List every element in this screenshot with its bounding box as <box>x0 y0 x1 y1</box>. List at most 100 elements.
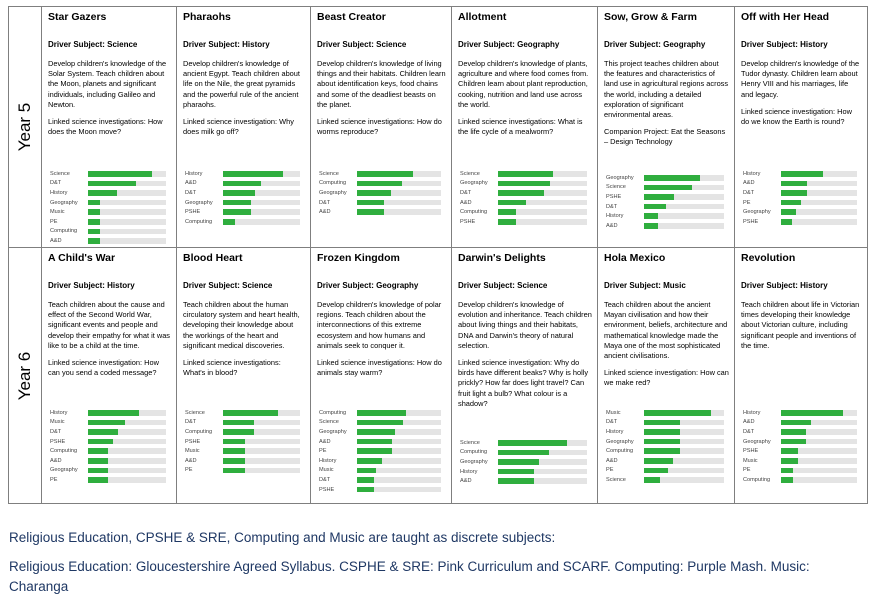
subject-bar-row: D&T <box>50 179 166 189</box>
subject-label: Music <box>50 209 65 216</box>
bar-fill <box>644 213 659 219</box>
subject-bar-row: Computing <box>185 217 300 227</box>
subject-label: Geography <box>460 180 488 187</box>
footer-line-2: Religious Education: Gloucestershire Agr… <box>9 559 810 594</box>
bar-track <box>498 449 587 456</box>
subject-bar-chart: Geography Science PSHE D&T History A&D <box>606 173 724 231</box>
subject-label: A&D <box>50 457 62 464</box>
subject-label: A&D <box>185 180 197 187</box>
bar-fill <box>88 171 152 177</box>
subject-bar-row: Computing <box>460 448 587 458</box>
subject-label: PSHE <box>50 438 66 445</box>
bar-track <box>88 199 166 206</box>
bar-fill <box>88 238 101 244</box>
bar-track <box>498 209 587 215</box>
driver-subject: Driver Subject: Science <box>48 40 138 49</box>
driver-subject: Driver Subject: History <box>48 281 135 290</box>
project-title: Blood Heart <box>183 252 243 264</box>
bar-track <box>223 429 300 435</box>
linked-investigation: Linked science investigation: Why do bir… <box>458 358 589 408</box>
bar-fill <box>223 438 246 445</box>
subject-label: Science <box>606 184 626 191</box>
bar-track <box>644 467 724 474</box>
subject-label: D&T <box>319 199 331 206</box>
subject-bar-row: PSHE <box>460 217 587 227</box>
subject-label: PE <box>185 467 193 474</box>
subject-bar-row: Music <box>743 456 857 466</box>
year-6-row: Year 6 A Child's War Driver Subject: Hist… <box>9 248 867 503</box>
subject-label: PSHE <box>743 448 759 455</box>
bar-track <box>223 180 300 187</box>
subject-bar-row: PE <box>50 475 166 485</box>
bar-fill <box>88 199 101 206</box>
linked-investigation: Linked science investigations: How do wo… <box>317 117 442 137</box>
subject-bar-row: Computing <box>50 227 166 237</box>
companion-project: Companion Project: Eat the Seasons – Des… <box>604 127 726 147</box>
bar-track <box>88 448 166 454</box>
bar-track <box>88 171 166 177</box>
project-description: Teach children about the cause and effec… <box>48 300 171 350</box>
subject-label: D&T <box>460 189 472 196</box>
bar-fill <box>357 438 393 445</box>
bar-track <box>88 429 166 435</box>
bar-track <box>781 429 857 435</box>
subject-bar-row: Geography <box>460 457 587 467</box>
subject-label: Computing <box>185 428 213 435</box>
subject-bar-row: Science <box>319 418 441 428</box>
subject-label: Geography <box>606 438 634 445</box>
bar-fill <box>781 458 799 464</box>
bar-track <box>781 219 857 225</box>
subject-label: History <box>743 170 761 177</box>
subject-label: Geography <box>319 428 347 435</box>
subject-bar-row: Science <box>50 169 166 179</box>
bar-track <box>88 180 166 187</box>
project-description: This project teaches children about the … <box>604 59 729 120</box>
subject-label: A&D <box>606 457 618 464</box>
bar-fill <box>644 184 692 191</box>
subject-label: History <box>50 189 68 196</box>
bar-fill <box>781 209 797 215</box>
subject-label: PE <box>50 218 58 225</box>
subject-label: Geography <box>743 438 771 445</box>
bar-fill <box>223 419 254 426</box>
subject-label: A&D <box>185 457 197 464</box>
subject-bar-row: D&T <box>185 418 300 428</box>
subject-bar-chart: Science D&T History Geography Music PE Computi… <box>50 169 166 246</box>
bar-fill <box>223 458 246 464</box>
project-description: Develop children's knowledge of plants, … <box>458 59 589 109</box>
linked-investigation: Linked science investigations: How do an… <box>317 358 442 378</box>
subject-bar-row: Computing <box>743 475 857 485</box>
bar-track <box>357 467 441 474</box>
subject-label: D&T <box>743 189 755 196</box>
subject-bar-row: A&D <box>319 437 441 447</box>
subject-bar-row: History <box>50 408 166 418</box>
subject-bar-row: Science <box>460 169 587 179</box>
bar-track <box>781 467 857 474</box>
subject-label: PE <box>606 467 614 474</box>
subject-bar-row: Science <box>185 408 300 418</box>
project-title: Star Gazers <box>48 11 107 23</box>
bar-track <box>88 228 166 235</box>
subject-bar-row: Computing <box>606 446 724 456</box>
driver-subject: Driver Subject: Geography <box>458 40 560 49</box>
bar-fill <box>644 194 674 200</box>
bar-track <box>498 478 587 484</box>
subject-label: PSHE <box>185 438 201 445</box>
subject-label: Music <box>185 448 200 455</box>
year-label: Year 6 <box>9 248 42 503</box>
subject-label: Computing <box>185 218 213 225</box>
project-title: Frozen Kingdom <box>317 252 400 264</box>
subject-bar-chart: History A&D D&T Geography PSHE Music PE Computi… <box>743 408 857 485</box>
driver-subject: Driver Subject: Science <box>183 281 273 290</box>
bar-track <box>223 199 300 206</box>
bar-fill <box>223 448 246 454</box>
subject-bar-row: History <box>185 169 300 179</box>
bar-fill <box>223 410 279 416</box>
bar-track <box>781 477 857 483</box>
bar-fill <box>357 429 395 435</box>
subject-label: Science <box>460 439 480 446</box>
subject-label: PE <box>319 448 327 455</box>
subject-bar-row: Science <box>606 475 724 485</box>
subject-label: D&T <box>319 476 331 483</box>
driver-subject: Driver Subject: Science <box>317 40 407 49</box>
